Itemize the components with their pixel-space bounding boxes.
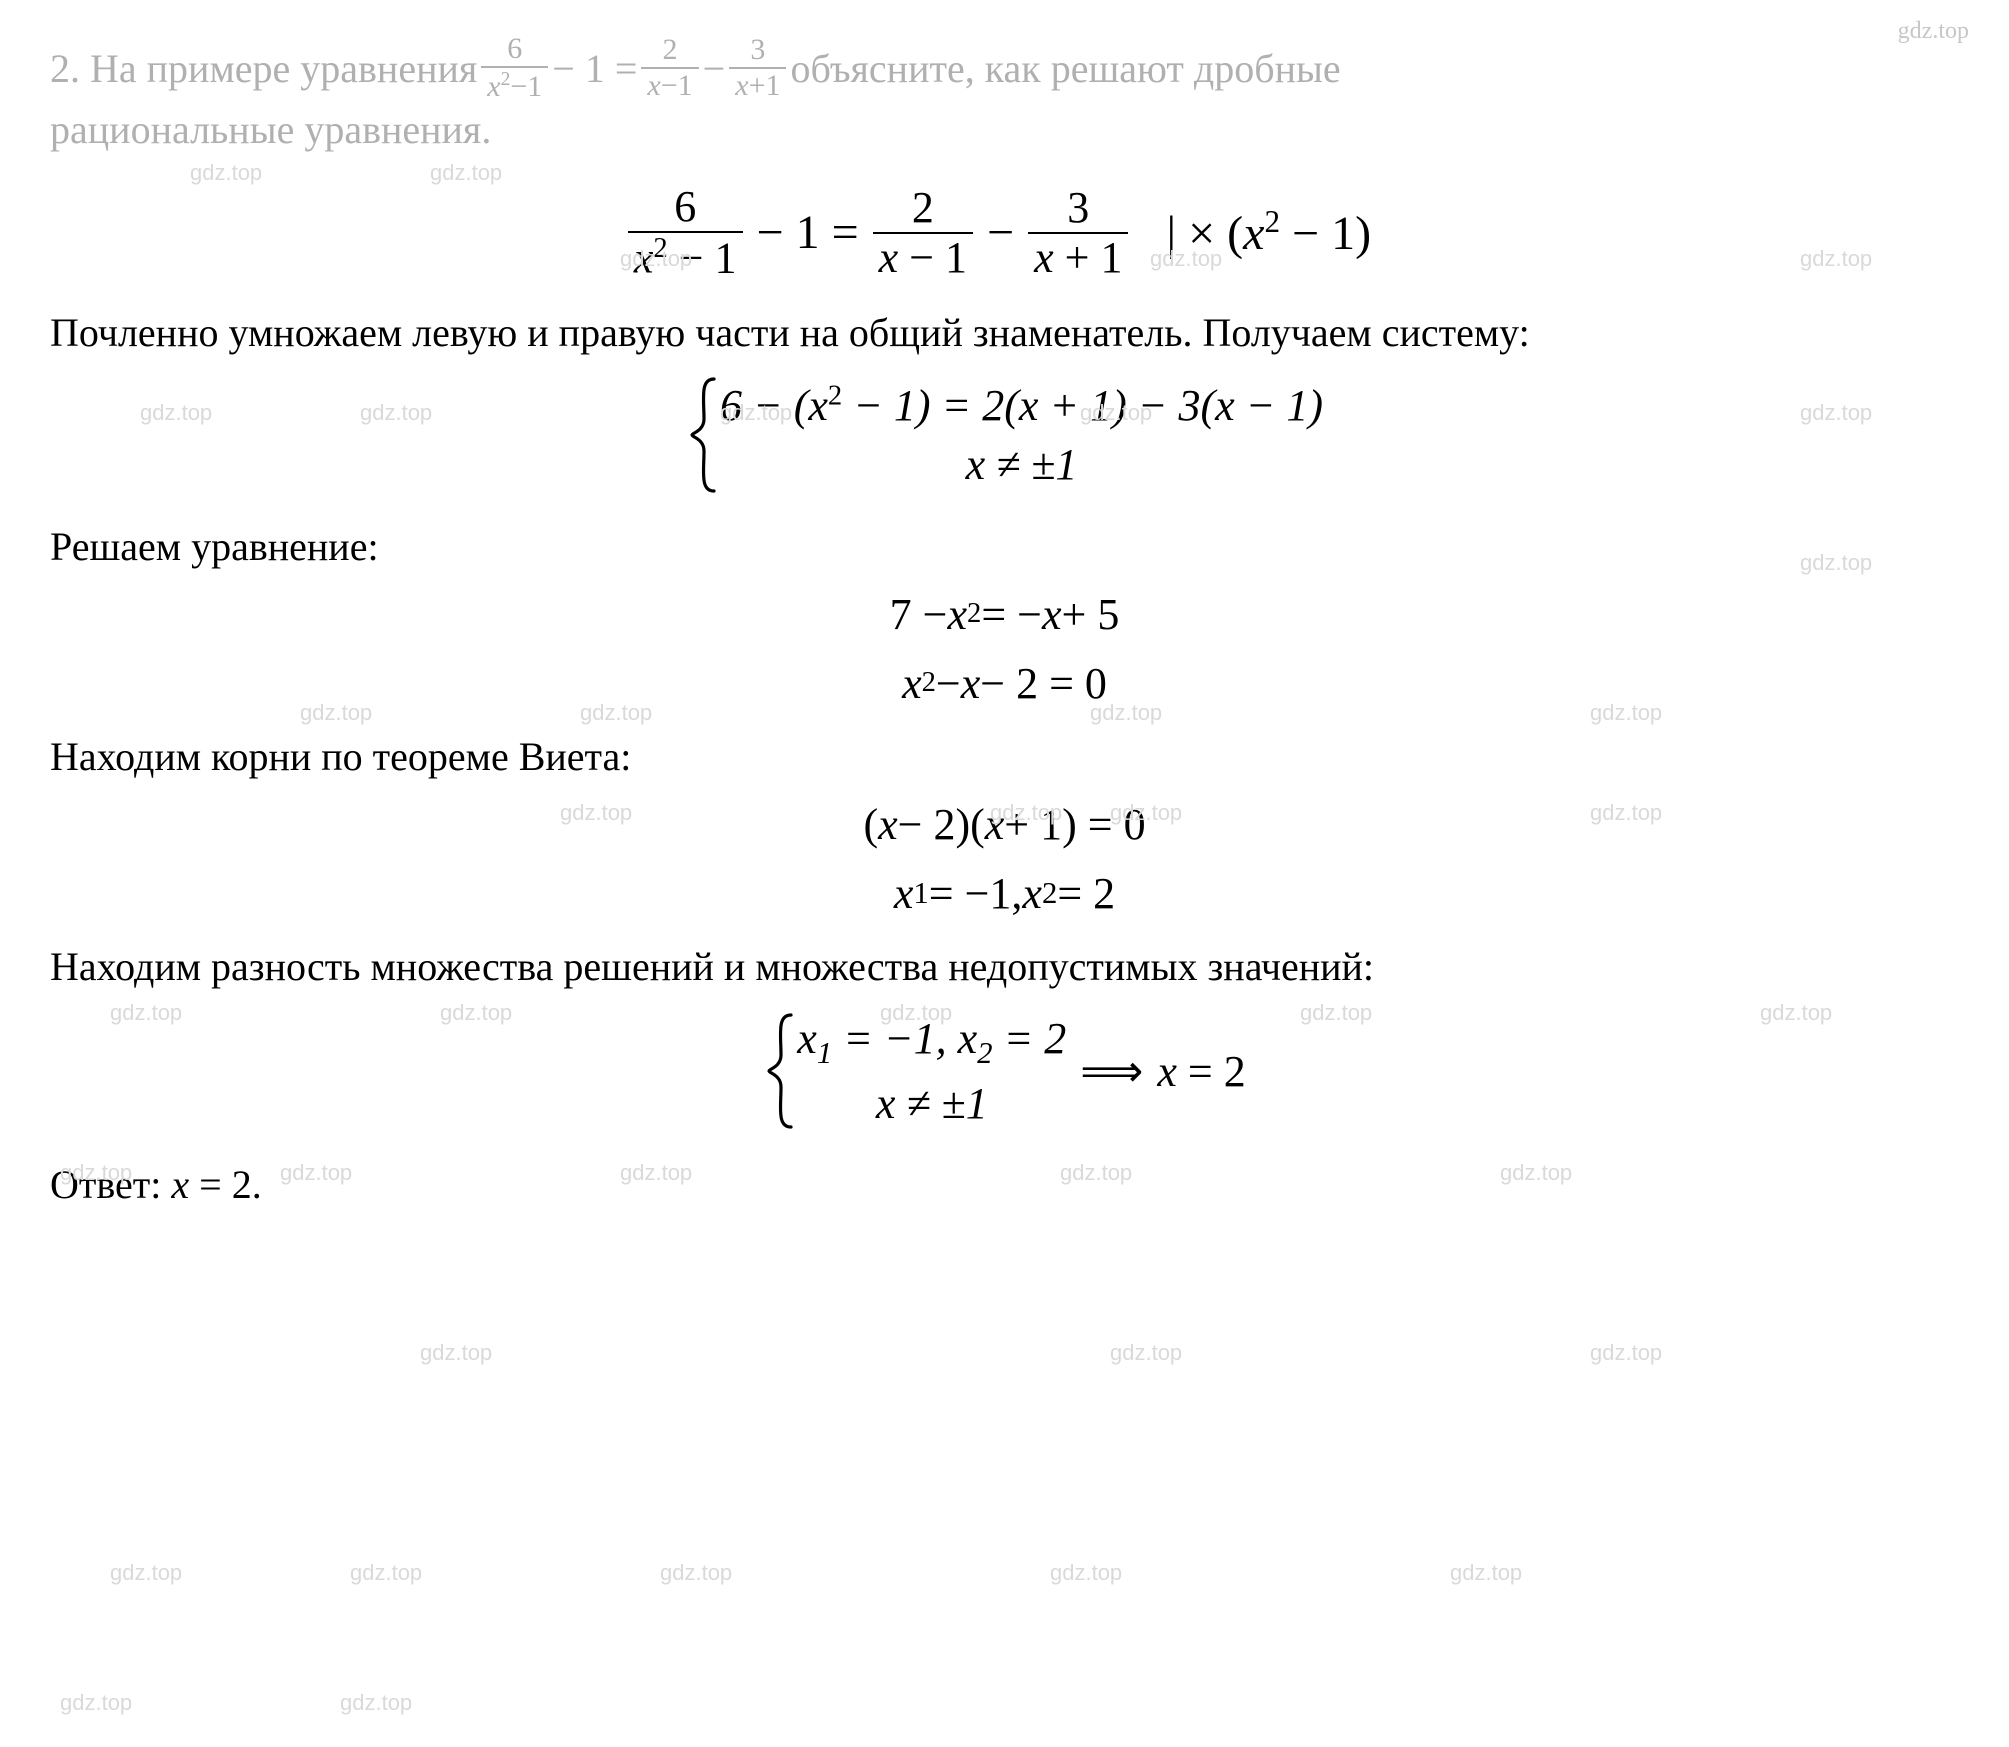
watermark-text: gdz.top: [60, 1160, 132, 1186]
sys2-line2: x ≠ ±1: [876, 1074, 988, 1133]
frac-den: x + 1: [1028, 232, 1128, 284]
frac-den: x2−1: [481, 66, 548, 106]
watermark-text: gdz.top: [340, 1690, 412, 1716]
equation-2: 7 − x2 = −x + 5: [50, 589, 1959, 640]
q-frac-2: 2 x−1: [641, 31, 698, 105]
watermark-text: gdz.top: [430, 160, 502, 186]
frac-num: 6: [501, 30, 528, 66]
frac-den: x − 1: [873, 232, 973, 284]
system-1: 6 − (x2 − 1) = 2(x + 1) − 3(x − 1) x ≠ ±…: [50, 375, 1959, 495]
question-line-1: 2. На примере уравнения 6 x2−1 − 1 = 2 x…: [50, 30, 1959, 106]
op-minus-eq: − 1 =: [757, 205, 859, 260]
equation-5: x1 = −1, x2 = 2: [50, 868, 1959, 919]
watermark-text: gdz.top: [990, 800, 1062, 826]
paragraph-3: Находим корни по теореме Виета:: [50, 727, 1959, 787]
watermark-text: gdz.top: [620, 246, 692, 272]
watermark-text: gdz.top: [580, 700, 652, 726]
watermark-text: gdz.top: [560, 800, 632, 826]
watermark-text: gdz.top: [1150, 246, 1222, 272]
watermark-text: gdz.top: [140, 400, 212, 426]
equation-1: 6 x2 − 1 − 1 = 2 x − 1 − 3 x + 1 | × (x2…: [50, 181, 1959, 285]
watermark-text: gdz.top: [1080, 400, 1152, 426]
watermark-text: gdz.top: [1800, 550, 1872, 576]
q-pre: 2. На примере уравнения: [50, 45, 477, 92]
watermark-text: gdz.top: [1800, 400, 1872, 426]
sys1-line1: 6 − (x2 − 1) = 2(x + 1) − 3(x − 1): [720, 376, 1323, 435]
watermark-text: gdz.top: [1090, 700, 1162, 726]
op-minus: −: [987, 205, 1014, 260]
watermark-text: gdz.top: [1060, 1160, 1132, 1186]
q-mid1: − 1 =: [552, 45, 637, 92]
frac-num: 3: [1061, 182, 1095, 232]
watermark-text: gdz.top: [660, 1560, 732, 1586]
eq1-frac2: 2 x − 1: [873, 182, 973, 284]
sys2-result: x = 2: [1157, 1046, 1245, 1097]
watermark-text: gdz.top: [360, 400, 432, 426]
frac-num: 2: [906, 182, 940, 232]
watermark-text: gdz.top: [1110, 800, 1182, 826]
system-2: x1 = −1, x2 = 2 x ≠ ±1 ⟹ x = 2: [50, 1009, 1959, 1134]
frac-den: x+1: [729, 67, 786, 105]
q-mid2: −: [703, 45, 726, 92]
eq1-frac3: 3 x + 1: [1028, 182, 1128, 284]
watermark-text: gdz.top: [1590, 700, 1662, 726]
paragraph-1: Почленно умножаем левую и правую части н…: [50, 303, 1959, 363]
watermark-text: gdz.top: [1110, 1340, 1182, 1366]
watermark-text: gdz.top: [350, 1560, 422, 1586]
watermark-text: gdz.top: [1300, 1000, 1372, 1026]
frac-den: x−1: [641, 67, 698, 105]
system-1-content: 6 − (x2 − 1) = 2(x + 1) − 3(x − 1) x ≠ ±…: [720, 376, 1323, 494]
watermark-text: gdz.top: [440, 1000, 512, 1026]
q-frac-1: 6 x2−1: [481, 30, 548, 106]
watermark-text: gdz.top: [60, 1690, 132, 1716]
brace-icon: [686, 375, 720, 495]
watermark-text: gdz.top: [1050, 1560, 1122, 1586]
paragraph-4: Находим разность множества решений и мно…: [50, 937, 1959, 997]
watermark-text: gdz.top: [1500, 1160, 1572, 1186]
watermark-text: gdz.top: [420, 1340, 492, 1366]
frac-num: 2: [657, 31, 684, 67]
watermark-text: gdz.top: [880, 1000, 952, 1026]
question-line-2: рациональные уравнения.: [50, 106, 1959, 153]
watermark-text: gdz.top: [1800, 246, 1872, 272]
watermark-text: gdz.top: [1760, 1000, 1832, 1026]
watermark-text: gdz.top: [300, 700, 372, 726]
watermark-text: gdz.top: [190, 160, 262, 186]
watermark-corner: gdz.top: [1898, 18, 1969, 45]
frac-num: 3: [744, 31, 771, 67]
page-root: gdz.top 2. На примере уравнения 6 x2−1 −…: [0, 0, 2009, 1747]
watermark-text: gdz.top: [1450, 1560, 1522, 1586]
system-2-content: x1 = −1, x2 = 2 x ≠ ±1: [797, 1009, 1066, 1134]
brace-icon: [763, 1011, 797, 1131]
frac-num: 6: [668, 181, 702, 231]
watermark-text: gdz.top: [280, 1160, 352, 1186]
watermark-text: gdz.top: [1590, 800, 1662, 826]
paragraph-2: Решаем уравнение:: [50, 517, 1959, 577]
q-frac-3: 3 x+1: [729, 31, 786, 105]
watermark-text: gdz.top: [720, 400, 792, 426]
implies-arrow: ⟹: [1080, 1046, 1143, 1097]
watermark-text: gdz.top: [110, 1560, 182, 1586]
watermark-text: gdz.top: [1590, 1340, 1662, 1366]
q-post: объясните, как решают дробные: [790, 45, 1340, 92]
watermark-text: gdz.top: [620, 1160, 692, 1186]
watermark-text: gdz.top: [110, 1000, 182, 1026]
sys1-line2: x ≠ ±1: [966, 435, 1078, 494]
